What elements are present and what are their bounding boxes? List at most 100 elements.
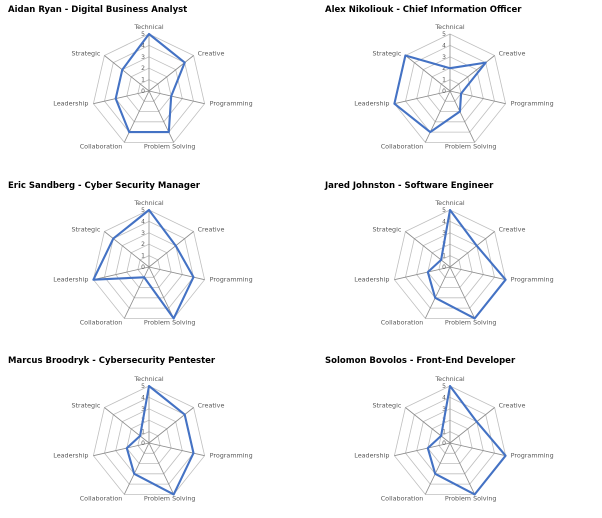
- axis-label: Technical: [434, 375, 465, 383]
- axis-label: Leadership: [354, 100, 389, 108]
- chart-title: Aidan Ryan - Digital Business Analyst: [8, 5, 188, 15]
- data-point: [174, 244, 177, 247]
- tick-label: 3: [442, 230, 446, 237]
- data-point: [172, 493, 175, 496]
- grid-ring: [126, 67, 172, 112]
- data-point: [473, 493, 476, 496]
- axis-label: Strategic: [373, 50, 402, 58]
- chart-title: Eric Sandberg - Cyber Security Manager: [8, 181, 200, 191]
- data-point: [475, 244, 478, 247]
- axis-spoke: [93, 90, 150, 105]
- axis-label: Creative: [499, 50, 526, 58]
- axis-label: Problem Solving: [144, 142, 196, 150]
- data-point: [484, 61, 487, 64]
- grid-ring: [416, 408, 484, 475]
- axis-label: Technical: [133, 199, 164, 207]
- axis-spoke: [104, 231, 150, 268]
- grid-ring: [393, 385, 507, 495]
- axis-spoke: [449, 266, 506, 281]
- data-point: [148, 33, 150, 35]
- tick-label: 0: [442, 264, 446, 271]
- tick-label: 1: [442, 429, 446, 436]
- data-point: [128, 131, 131, 134]
- axis-label: Problem Solving: [445, 494, 497, 502]
- data-point: [449, 67, 451, 70]
- axis-spoke: [394, 442, 451, 457]
- series-line: [426, 208, 507, 320]
- radar-chart-5: 012345TechnicalCreativeProgrammingProble…: [354, 375, 553, 502]
- axis-label: Programming: [511, 100, 554, 108]
- chart-title: Jared Johnston - Software Engineer: [325, 181, 494, 191]
- tick-label: 0: [141, 264, 145, 271]
- grid-ring: [92, 33, 206, 143]
- grid-ring: [115, 232, 183, 299]
- axis-spoke: [148, 266, 205, 281]
- axis-spoke: [93, 266, 150, 281]
- axis-label: Strategic: [72, 226, 101, 234]
- tick-label: 4: [141, 218, 145, 225]
- data-point: [192, 452, 195, 454]
- axis-label: Programming: [511, 276, 554, 284]
- axis-label: Collaboration: [381, 142, 424, 150]
- data-point: [429, 131, 432, 134]
- tick-label: 5: [141, 31, 145, 38]
- tick-label: 4: [141, 394, 145, 401]
- data-point: [504, 278, 507, 281]
- tick-label: 2: [141, 241, 145, 248]
- axis-label: Programming: [210, 100, 253, 108]
- axis-spoke: [148, 407, 194, 444]
- axis-spoke: [449, 442, 476, 495]
- axis-label: Strategic: [373, 226, 402, 234]
- tick-label: 1: [442, 253, 446, 260]
- axis-label: Leadership: [354, 276, 389, 284]
- data-point: [183, 413, 186, 416]
- tick-label: 5: [442, 207, 446, 214]
- axis-spoke: [123, 442, 150, 495]
- data-point: [139, 435, 142, 437]
- tick-label: 1: [442, 77, 446, 84]
- tick-label: 0: [442, 440, 446, 447]
- tick-label: 2: [442, 65, 446, 72]
- axis-label: Leadership: [53, 452, 88, 460]
- radar-chart-3: 012345TechnicalCreativeProgrammingProble…: [354, 199, 553, 326]
- data-point: [440, 259, 442, 261]
- grid-ring: [104, 220, 194, 309]
- grid-ring: [416, 56, 484, 123]
- tick-label: 5: [141, 207, 145, 214]
- chart-title: Alex Nikoliouk - Chief Information Offic…: [325, 5, 522, 15]
- data-point: [460, 92, 462, 95]
- axis-label: Programming: [210, 452, 253, 460]
- axis-spoke: [449, 266, 476, 319]
- tick-label: 0: [141, 440, 145, 447]
- data-point: [92, 278, 95, 281]
- chart-title: Marcus Broodryk - Cybersecurity Penteste…: [8, 356, 216, 366]
- axis-spoke: [93, 442, 150, 457]
- axis-spoke: [148, 55, 194, 92]
- data-point: [112, 237, 115, 240]
- data-point: [114, 97, 117, 100]
- grid-ring: [92, 209, 206, 319]
- chart-title: Solomon Bovolos - Front-End Developer: [325, 356, 516, 366]
- axis-label: Creative: [198, 226, 225, 234]
- grid-ring: [115, 408, 183, 475]
- data-point: [192, 276, 195, 278]
- tick-label: 1: [141, 429, 145, 436]
- data-point: [449, 209, 451, 211]
- axis-label: Technical: [133, 23, 164, 31]
- data-point: [459, 110, 461, 113]
- axis-spoke: [449, 90, 506, 105]
- axis-spoke: [449, 442, 506, 457]
- series-line: [125, 384, 195, 496]
- tick-label: 3: [141, 230, 145, 237]
- data-point: [125, 447, 128, 449]
- data-point: [440, 435, 442, 437]
- axis-label: Creative: [499, 402, 526, 410]
- series-line: [114, 32, 186, 134]
- data-point: [133, 472, 136, 475]
- axis-spoke: [148, 266, 175, 319]
- axis-label: Collaboration: [80, 142, 123, 150]
- data-point: [148, 385, 150, 387]
